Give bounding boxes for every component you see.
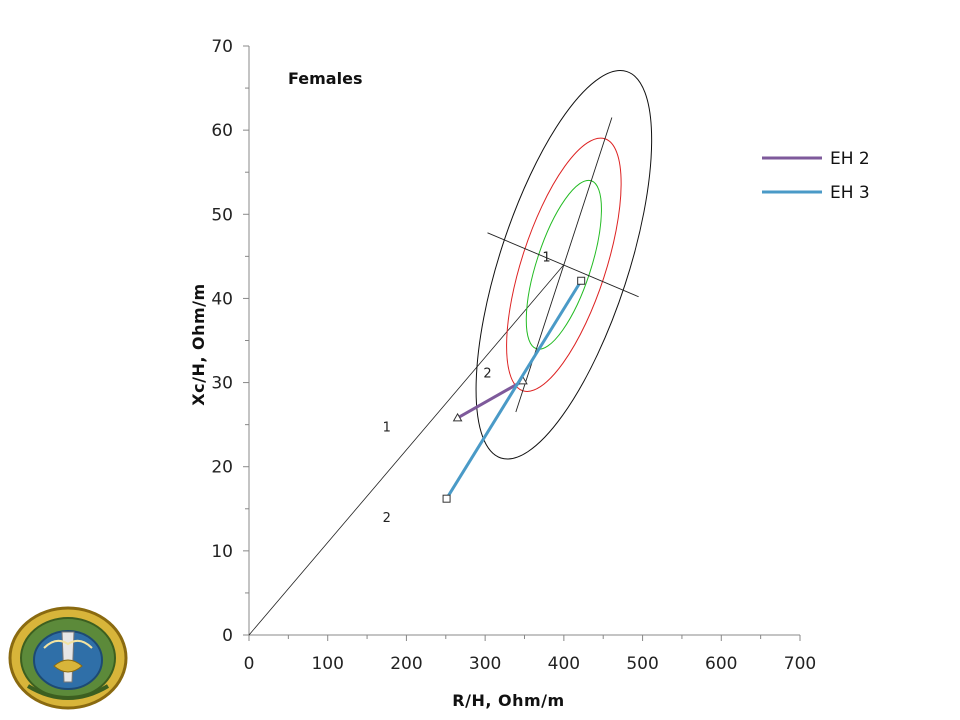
seal-logo (8, 606, 128, 710)
annotation-2: 2 (483, 367, 491, 382)
y-tick-label: 20 (211, 458, 233, 478)
annotation-3: 1 (383, 420, 391, 435)
annotation-1: 1 (542, 250, 550, 265)
tolerance-ellipse-95pct (475, 70, 653, 460)
chart-labels: R/H, Ohm/m Xc/H, Ohm/m Females 1 2 1 2 (189, 69, 564, 710)
ellipse-axis-1 (487, 232, 639, 298)
y-tick-label: 30 (211, 374, 233, 394)
data-point-square (577, 276, 586, 285)
series-line-1 (456, 379, 524, 420)
y-tick-label: 0 (222, 626, 233, 646)
tolerance-ellipses (248, 70, 653, 636)
x-tick-label: 300 (469, 654, 501, 674)
y-axis-title: Xc/H, Ohm/m (189, 283, 208, 405)
chart-title: Females (288, 69, 362, 88)
x-tick-label: 400 (548, 654, 580, 674)
x-tick-label: 500 (626, 654, 658, 674)
x-tick-label: 100 (311, 654, 343, 674)
x-axis-title: R/H, Ohm/m (452, 691, 564, 710)
legend-label-2: EH 3 (830, 183, 870, 203)
data-series (442, 276, 586, 503)
reference-line (248, 264, 565, 636)
ellipse-axis-2 (515, 117, 613, 413)
y-tick-label: 10 (211, 542, 233, 562)
y-tick-label: 60 (211, 121, 233, 141)
x-tick-label: 200 (390, 654, 422, 674)
data-point-square (442, 494, 451, 503)
y-tick-label: 70 (211, 37, 233, 57)
x-tick-label: 0 (244, 654, 255, 674)
legend-label-1: EH 2 (830, 149, 870, 169)
annotation-4: 2 (383, 511, 391, 526)
x-tick-label: 700 (784, 654, 816, 674)
data-point-triangle (452, 412, 463, 422)
legend: EH 2 EH 3 (762, 149, 870, 203)
y-tick-label: 50 (211, 205, 233, 225)
x-tick-label: 600 (705, 654, 737, 674)
y-tick-label: 40 (211, 289, 233, 309)
series-line-2 (445, 279, 583, 500)
axes: 0 100 200 300 400 500 600 700 0 10 20 30 40 50 60 70 (211, 37, 816, 674)
